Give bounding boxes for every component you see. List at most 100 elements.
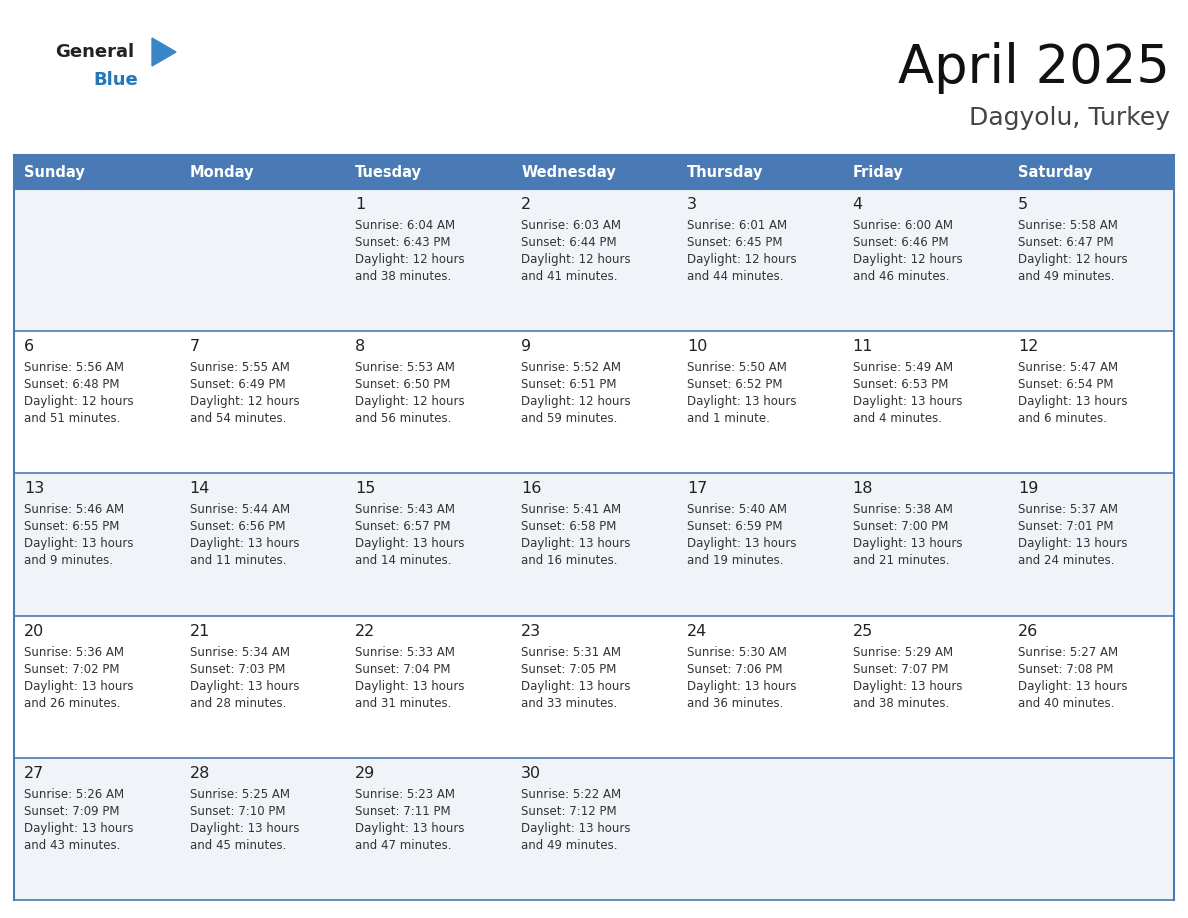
Text: Sunrise: 5:23 AM: Sunrise: 5:23 AM <box>355 788 455 800</box>
Text: Sunrise: 5:46 AM: Sunrise: 5:46 AM <box>24 503 124 517</box>
Text: 10: 10 <box>687 339 707 354</box>
Text: and 21 minutes.: and 21 minutes. <box>853 554 949 567</box>
Text: Sunrise: 5:22 AM: Sunrise: 5:22 AM <box>522 788 621 800</box>
Text: Sunset: 7:06 PM: Sunset: 7:06 PM <box>687 663 783 676</box>
Text: Daylight: 12 hours: Daylight: 12 hours <box>355 396 465 409</box>
Bar <box>511 474 677 616</box>
Text: 11: 11 <box>853 339 873 354</box>
Text: and 26 minutes.: and 26 minutes. <box>24 697 120 710</box>
Text: 21: 21 <box>190 623 210 639</box>
Text: Sunrise: 5:38 AM: Sunrise: 5:38 AM <box>853 503 953 517</box>
Text: Daylight: 13 hours: Daylight: 13 hours <box>522 822 631 834</box>
Text: Daylight: 12 hours: Daylight: 12 hours <box>853 253 962 266</box>
Text: 16: 16 <box>522 481 542 497</box>
Bar <box>1009 757 1174 900</box>
Text: April 2025: April 2025 <box>898 42 1170 94</box>
Text: Sunrise: 5:56 AM: Sunrise: 5:56 AM <box>24 361 124 375</box>
Text: and 36 minutes.: and 36 minutes. <box>687 697 783 710</box>
Text: Sunrise: 5:31 AM: Sunrise: 5:31 AM <box>522 645 621 658</box>
Bar <box>179 757 346 900</box>
Text: Daylight: 13 hours: Daylight: 13 hours <box>853 396 962 409</box>
Text: 29: 29 <box>355 766 375 781</box>
Text: Dagyolu, Turkey: Dagyolu, Turkey <box>969 106 1170 130</box>
Bar <box>842 155 1009 189</box>
Text: Sunset: 6:54 PM: Sunset: 6:54 PM <box>1018 378 1113 391</box>
Bar <box>677 331 842 474</box>
Text: Sunset: 7:03 PM: Sunset: 7:03 PM <box>190 663 285 676</box>
Text: 18: 18 <box>853 481 873 497</box>
Text: Sunset: 6:53 PM: Sunset: 6:53 PM <box>853 378 948 391</box>
Text: and 31 minutes.: and 31 minutes. <box>355 697 451 710</box>
Text: and 6 minutes.: and 6 minutes. <box>1018 412 1107 425</box>
Text: Sunset: 7:08 PM: Sunset: 7:08 PM <box>1018 663 1113 676</box>
Bar <box>14 474 179 616</box>
Text: Sunrise: 5:43 AM: Sunrise: 5:43 AM <box>355 503 455 517</box>
Text: Saturday: Saturday <box>1018 164 1093 180</box>
Text: Sunrise: 5:58 AM: Sunrise: 5:58 AM <box>1018 219 1118 232</box>
Text: Wednesday: Wednesday <box>522 164 615 180</box>
Text: and 14 minutes.: and 14 minutes. <box>355 554 451 567</box>
Text: Sunrise: 5:25 AM: Sunrise: 5:25 AM <box>190 788 290 800</box>
Text: Sunrise: 5:50 AM: Sunrise: 5:50 AM <box>687 361 786 375</box>
Text: General: General <box>55 43 134 61</box>
Bar <box>1009 155 1174 189</box>
Text: Sunset: 6:51 PM: Sunset: 6:51 PM <box>522 378 617 391</box>
Bar <box>677 616 842 757</box>
Text: Daylight: 13 hours: Daylight: 13 hours <box>853 537 962 551</box>
Text: and 47 minutes.: and 47 minutes. <box>355 839 451 852</box>
Bar <box>1009 616 1174 757</box>
Bar <box>14 155 179 189</box>
Text: Sunset: 7:07 PM: Sunset: 7:07 PM <box>853 663 948 676</box>
Text: 13: 13 <box>24 481 44 497</box>
Text: Daylight: 12 hours: Daylight: 12 hours <box>190 396 299 409</box>
Text: Daylight: 13 hours: Daylight: 13 hours <box>1018 537 1127 551</box>
Text: Sunset: 6:55 PM: Sunset: 6:55 PM <box>24 521 119 533</box>
Text: Sunset: 6:52 PM: Sunset: 6:52 PM <box>687 378 783 391</box>
Text: Sunset: 6:49 PM: Sunset: 6:49 PM <box>190 378 285 391</box>
Text: 22: 22 <box>355 623 375 639</box>
Text: Sunset: 7:00 PM: Sunset: 7:00 PM <box>853 521 948 533</box>
Text: and 41 minutes.: and 41 minutes. <box>522 270 618 283</box>
Text: and 51 minutes.: and 51 minutes. <box>24 412 120 425</box>
Text: Sunset: 6:48 PM: Sunset: 6:48 PM <box>24 378 120 391</box>
Bar <box>511 155 677 189</box>
Text: Sunset: 7:02 PM: Sunset: 7:02 PM <box>24 663 120 676</box>
Text: and 1 minute.: and 1 minute. <box>687 412 770 425</box>
Text: Sunset: 6:56 PM: Sunset: 6:56 PM <box>190 521 285 533</box>
Bar <box>346 155 511 189</box>
Text: Sunrise: 5:30 AM: Sunrise: 5:30 AM <box>687 645 786 658</box>
Text: Monday: Monday <box>190 164 254 180</box>
Text: and 38 minutes.: and 38 minutes. <box>355 270 451 283</box>
Text: Sunday: Sunday <box>24 164 84 180</box>
Text: and 33 minutes.: and 33 minutes. <box>522 697 618 710</box>
Text: Daylight: 13 hours: Daylight: 13 hours <box>24 822 133 834</box>
Text: Friday: Friday <box>853 164 903 180</box>
Text: 24: 24 <box>687 623 707 639</box>
Text: Daylight: 13 hours: Daylight: 13 hours <box>1018 679 1127 692</box>
Bar <box>179 616 346 757</box>
Text: and 54 minutes.: and 54 minutes. <box>190 412 286 425</box>
Text: and 9 minutes.: and 9 minutes. <box>24 554 113 567</box>
Text: and 4 minutes.: and 4 minutes. <box>853 412 942 425</box>
Bar <box>179 189 346 331</box>
Bar <box>842 474 1009 616</box>
Text: 19: 19 <box>1018 481 1038 497</box>
Text: and 40 minutes.: and 40 minutes. <box>1018 697 1114 710</box>
Text: Daylight: 13 hours: Daylight: 13 hours <box>687 396 796 409</box>
Bar <box>179 331 346 474</box>
Text: Sunset: 6:58 PM: Sunset: 6:58 PM <box>522 521 617 533</box>
Text: 6: 6 <box>24 339 34 354</box>
Text: Sunset: 6:50 PM: Sunset: 6:50 PM <box>355 378 450 391</box>
Text: Sunset: 6:44 PM: Sunset: 6:44 PM <box>522 236 617 249</box>
Text: 15: 15 <box>355 481 375 497</box>
Bar <box>842 616 1009 757</box>
Text: 23: 23 <box>522 623 542 639</box>
Bar <box>346 757 511 900</box>
Text: Blue: Blue <box>93 71 138 89</box>
Text: Daylight: 13 hours: Daylight: 13 hours <box>190 537 299 551</box>
Text: Sunset: 6:46 PM: Sunset: 6:46 PM <box>853 236 948 249</box>
Text: Sunrise: 5:26 AM: Sunrise: 5:26 AM <box>24 788 124 800</box>
Text: Sunrise: 5:29 AM: Sunrise: 5:29 AM <box>853 645 953 658</box>
Bar <box>1009 331 1174 474</box>
Text: 25: 25 <box>853 623 873 639</box>
